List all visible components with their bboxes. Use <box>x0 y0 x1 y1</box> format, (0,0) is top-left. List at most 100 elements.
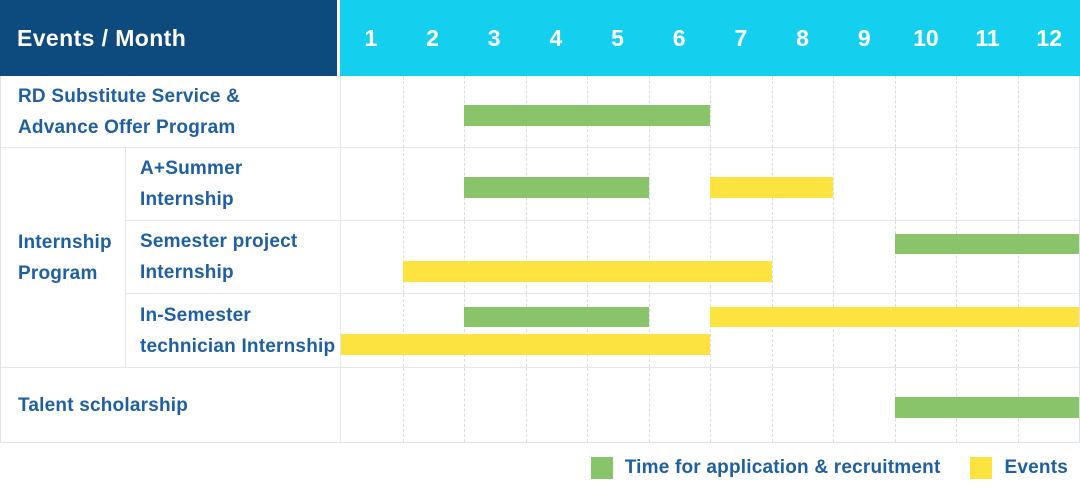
month-gridline <box>1017 148 1019 220</box>
month-gridline <box>1017 221 1019 293</box>
table-row: RD Substitute Service & Advance Offer Pro… <box>1 76 1079 148</box>
month-header-cell: 12 <box>1036 24 1063 51</box>
bar-event <box>402 261 772 282</box>
bar-event <box>710 177 833 198</box>
month-header-cell: 7 <box>734 24 748 51</box>
bar-recruitment <box>464 307 649 327</box>
month-gridline <box>1017 76 1019 147</box>
label-line: In-Semester <box>140 304 251 326</box>
month-gridline <box>587 221 588 293</box>
row-chart-area <box>341 76 1079 147</box>
month-gridline <box>402 76 404 147</box>
legend-swatch-event <box>970 456 993 479</box>
month-gridline <box>833 148 834 220</box>
group-label: Internship Program <box>1 148 126 367</box>
month-header-cell: 9 <box>857 24 871 51</box>
table-subrow: Semester project Internship <box>126 221 1079 294</box>
legend-label: Time for application & recruitment <box>624 456 941 478</box>
month-header-cell: 5 <box>611 24 624 51</box>
bar-recruitment <box>894 234 1079 254</box>
month-header-cell: 4 <box>549 24 563 51</box>
month-gridline <box>402 148 404 220</box>
month-gridline <box>771 294 773 367</box>
table-header-row: Events / Month 1 2 3 4 5 6 7 8 9 10 11 12 <box>0 0 1080 76</box>
table-subrow: A+Summer Internship <box>126 148 1079 221</box>
subrow-label: Semester project Internship <box>126 221 341 293</box>
legend-label: Events <box>1004 456 1068 478</box>
table-title: Events / Month <box>17 24 187 51</box>
month-gridline <box>894 294 896 367</box>
row-chart-area <box>341 221 1079 293</box>
label-line: Semester project <box>140 231 298 252</box>
month-header-cell: 10 <box>913 24 939 51</box>
month-gridline <box>587 368 588 442</box>
label-line: Talent scholarship <box>18 394 189 416</box>
month-gridline <box>402 368 404 442</box>
month-header-band: 1 2 3 4 5 6 7 8 9 10 11 12 <box>340 0 1080 76</box>
subrow-label: In-Semester technician Internship <box>126 294 341 367</box>
month-header-cell: 6 <box>672 24 686 51</box>
row-label: Talent scholarship <box>1 368 341 442</box>
month-gridline <box>956 294 957 367</box>
month-gridline <box>710 221 711 293</box>
row-chart-area <box>341 148 1079 220</box>
month-header-cell: 3 <box>487 24 501 51</box>
month-gridline <box>587 294 588 367</box>
month-gridline <box>648 221 650 293</box>
month-gridline <box>525 221 527 293</box>
month-gridline <box>648 148 650 220</box>
month-gridline <box>833 294 834 367</box>
month-header-cell: 8 <box>796 24 809 51</box>
month-gridline <box>771 221 773 293</box>
bar-recruitment <box>464 177 649 198</box>
month-header-cell: 2 <box>426 24 439 51</box>
month-gridline <box>525 368 527 442</box>
bar-event <box>341 334 710 355</box>
month-gridline <box>710 76 711 147</box>
legend: Time for application & recruitment Events <box>0 441 1068 494</box>
label-line: Program <box>18 262 98 284</box>
table-corner-header: Events / Month <box>0 0 340 76</box>
label-line: technician Internship <box>140 335 336 357</box>
month-gridline <box>710 368 711 442</box>
table-body: RD Substitute Service & Advance Offer Pro… <box>0 76 1080 443</box>
month-gridline <box>402 221 404 293</box>
subrow-label: A+Summer Internship <box>126 148 341 220</box>
month-gridline <box>771 368 773 442</box>
row-chart-area <box>341 294 1079 367</box>
month-header-cell: 11 <box>975 24 1000 51</box>
legend-item-recruitment: Time for application & recruitment <box>590 456 941 479</box>
group-subrows: A+Summer Internship Semester project Intern… <box>126 148 1079 367</box>
table-group-block: Internship Program A+Summer Internship Semes… <box>1 148 1079 368</box>
month-gridline <box>710 294 711 367</box>
month-gridline <box>525 294 527 367</box>
month-gridline <box>833 76 834 147</box>
legend-swatch-recruitment <box>590 456 613 479</box>
bar-event <box>710 307 1079 327</box>
table-subrow: In-Semester technician Internship <box>126 294 1079 367</box>
legend-item-event: Events <box>970 456 1068 479</box>
month-header-cell: 1 <box>364 24 378 51</box>
month-gridline <box>648 368 650 442</box>
month-gridline <box>1017 294 1019 367</box>
month-gridline <box>894 148 896 220</box>
label-line: A+Summer <box>140 158 243 179</box>
month-gridline <box>464 221 465 293</box>
bar-recruitment <box>464 105 710 126</box>
month-gridline <box>956 148 957 220</box>
label-line: Advance Offer Program <box>18 116 236 138</box>
month-gridline <box>833 221 834 293</box>
bar-recruitment <box>894 397 1079 418</box>
month-gridline <box>894 221 896 293</box>
label-line: RD Substitute Service & <box>18 85 241 107</box>
label-line: Internship <box>140 189 234 210</box>
month-gridline <box>464 368 465 442</box>
month-gridline <box>464 294 465 367</box>
label-line: Internship <box>140 262 234 283</box>
month-gridline <box>648 294 650 367</box>
row-label: RD Substitute Service & Advance Offer Pro… <box>1 76 341 147</box>
month-gridline <box>956 76 957 147</box>
month-gridline <box>771 76 773 147</box>
month-gridline <box>894 76 896 147</box>
